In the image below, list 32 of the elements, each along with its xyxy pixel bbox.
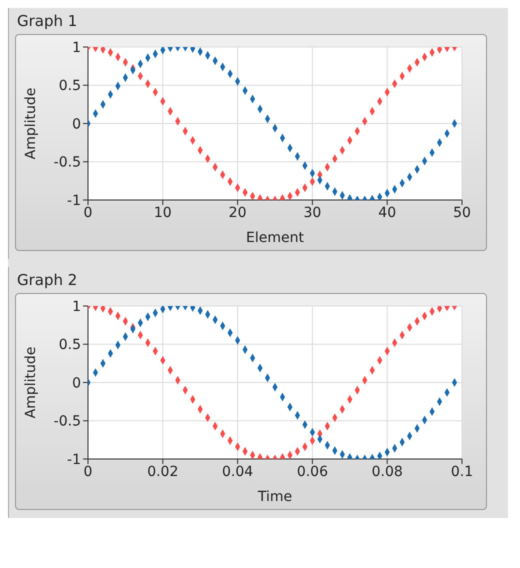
x-tick-label: 0.06 (296, 464, 328, 480)
point (160, 306, 166, 314)
point (377, 452, 382, 459)
y-tick-label: -1 (67, 192, 81, 209)
y-tick-label: 0 (72, 375, 81, 392)
point (377, 192, 382, 200)
x-tick-label: 0.04 (222, 464, 254, 480)
y-tick-label: -1 (67, 452, 81, 468)
x-tick-label: 0.08 (372, 464, 403, 480)
chart-title: Graph 2 (17, 271, 78, 289)
y-tick-label: -0.5 (54, 154, 81, 171)
x-tick-label: 30 (303, 204, 322, 221)
y-tick-label: -0.5 (54, 414, 81, 430)
y-tick-label: 0 (72, 116, 81, 132)
y-tick-label: 0.5 (58, 78, 81, 94)
x-tick-label: 40 (378, 204, 396, 221)
y-tick-label: 1 (72, 298, 81, 315)
x-tick-label: 0.1 (450, 464, 474, 480)
x-axis-title: Element (246, 230, 304, 246)
chart-title: Graph 1 (17, 12, 78, 30)
y-axis-title: Amplitude (22, 88, 39, 160)
x-tick-label: 10 (154, 204, 172, 221)
y-tick-label: 1 (72, 40, 81, 56)
x-tick-label: 50 (453, 204, 471, 221)
point (160, 47, 166, 54)
x-tick-label: 0 (84, 204, 92, 221)
x-axis-title: Time (256, 489, 292, 505)
x-tick-label: 0 (84, 464, 92, 480)
y-tick-label: 0.5 (58, 337, 81, 354)
x-tick-label: 20 (228, 204, 247, 221)
x-tick-label: 0.02 (147, 464, 178, 480)
y-axis-title: Amplitude (22, 346, 39, 418)
